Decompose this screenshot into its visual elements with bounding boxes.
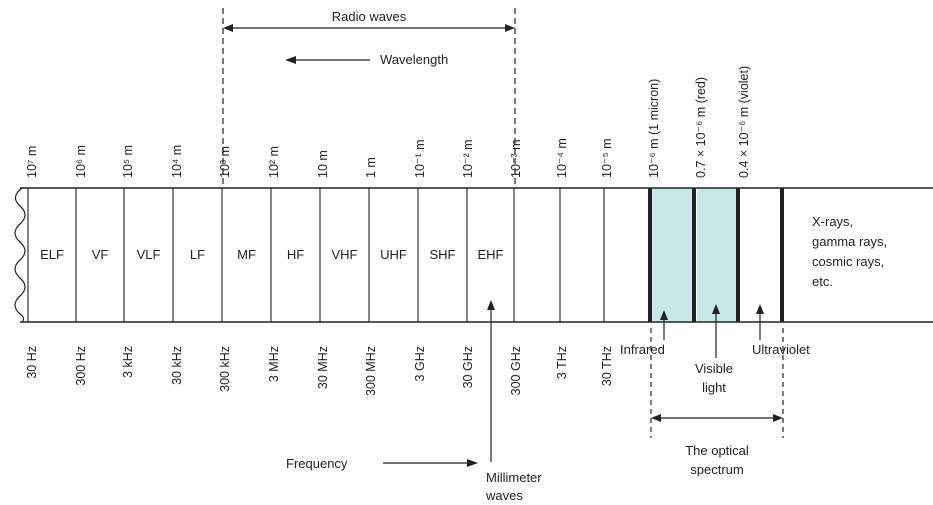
high-energy-line-4: etc.: [812, 274, 833, 289]
wavelength-tick-label: 0.4 × 10⁻⁶ m (violet): [737, 66, 751, 178]
infrared-arrowhead: [660, 310, 668, 320]
wavelength-tick-label: 10⁻² m: [461, 139, 475, 178]
frequency-tick-label: 30 kHz: [170, 346, 184, 385]
visible-light-fill: [697, 188, 736, 322]
wavelength-tick-label: 10⁻⁶ m (1 micron): [647, 79, 661, 178]
band-label: LF: [190, 247, 205, 262]
optical-spectrum-line-2: spectrum: [690, 462, 743, 477]
millimeter-waves-line-1: Millimeter: [486, 470, 542, 485]
band-label: VLF: [137, 247, 161, 262]
frequency-tick-label: 300 kHz: [218, 346, 232, 392]
wavelength-tick-label: 10⁶ m: [74, 145, 88, 178]
radio-waves-left-arrowhead: [223, 24, 233, 32]
wavelength-tick-label: 10⁻⁵ m: [600, 138, 614, 178]
wavelength-tick-label: 10 m: [316, 150, 330, 178]
band-label: ELF: [40, 247, 64, 262]
infrared-red-fill: [650, 188, 692, 322]
ultraviolet-label: Ultraviolet: [752, 342, 810, 357]
wavelength-tick-label: 10⁴ m: [170, 145, 184, 178]
band-labels: ELF VF VLF LF MF HF VHF UHF SHF EHF: [40, 247, 503, 262]
wavelength-tick-label: 10⁷ m: [25, 146, 39, 178]
frequency-tick-label: 300 GHz: [509, 346, 523, 395]
wavelength-tick-label: 0.7 × 10⁻⁶ m (red): [694, 77, 708, 178]
radio-waves-label: Radio waves: [332, 9, 407, 24]
optical-left-arrowhead: [651, 414, 661, 422]
frequency-tick-label: 30 THz: [600, 346, 614, 386]
high-energy-line-3: cosmic rays,: [812, 254, 884, 269]
high-energy-line-1: X-rays,: [812, 214, 853, 229]
wavelength-tick-label: 1 m: [364, 157, 378, 178]
wavelength-tick-label: 10⁻¹ m: [413, 139, 427, 178]
infrared-label: Infrared: [620, 342, 665, 357]
frequency-tick-label: 3 kHz: [121, 346, 135, 378]
frequency-tick-label: 300 MHz: [364, 346, 378, 396]
wavelength-tick-label: 10² m: [267, 146, 281, 178]
frequency-tick-label: 3 MHz: [267, 346, 281, 382]
band-label: SHF: [430, 247, 456, 262]
frequency-tick-label: 300 Hz: [74, 346, 88, 386]
visible-arrowhead: [712, 304, 720, 314]
frequency-tick-label: 3 THz: [555, 346, 569, 379]
band-label: MF: [237, 247, 256, 262]
millimeter-waves-arrowhead: [487, 300, 495, 310]
visible-label-line-2: light: [702, 380, 726, 395]
wavelength-tick-label: 10⁻³ m: [509, 139, 523, 178]
band-label: UHF: [380, 247, 407, 262]
band-dividers: [27, 188, 784, 322]
wavelength-label: Wavelength: [380, 52, 448, 67]
wavelength-tick-label: 10³ m: [218, 146, 232, 178]
frequency-tick-label: 30 MHz: [316, 346, 330, 389]
band-break-wavy-edge: [14, 187, 26, 323]
wavelength-tick-label: 10⁵ m: [121, 145, 135, 178]
frequency-arrowhead: [467, 459, 478, 467]
high-energy-line-2: gamma rays,: [812, 234, 887, 249]
frequency-labels: 30 Hz 300 Hz 3 kHz 30 kHz 300 kHz 3 MHz 30 MHz…: [25, 346, 614, 396]
optical-right-arrowhead: [773, 414, 783, 422]
wavelength-labels: 10⁷ m 10⁶ m 10⁵ m 10⁴ m 10³ m 10² m 10 m 1 m 10⁻…: [25, 66, 751, 178]
wavelength-tick-label: 10⁻⁴ m: [555, 138, 569, 178]
frequency-tick-label: 30 Hz: [25, 346, 39, 379]
band-label: VHF: [332, 247, 358, 262]
visible-label-line-1: Visible: [695, 361, 733, 376]
optical-spectrum-line-1: The optical: [685, 443, 749, 458]
band-label: HF: [287, 247, 304, 262]
radio-waves-right-arrowhead: [505, 24, 515, 32]
millimeter-waves-line-2: waves: [485, 488, 523, 503]
frequency-tick-label: 30 GHz: [461, 346, 475, 388]
band-label: EHF: [478, 247, 504, 262]
frequency-tick-label: 3 GHz: [413, 346, 427, 381]
band-label: VF: [92, 247, 109, 262]
ultraviolet-arrowhead: [756, 304, 764, 314]
wavelength-arrowhead: [285, 56, 296, 64]
frequency-label: Frequency: [286, 456, 348, 471]
